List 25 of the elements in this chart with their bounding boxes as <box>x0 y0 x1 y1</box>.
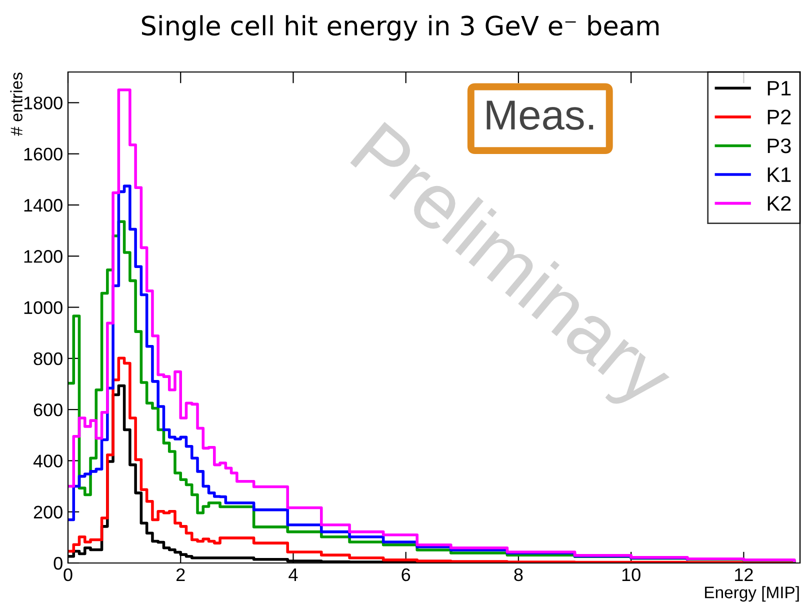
legend-label: P2 <box>768 110 791 124</box>
y-tick-label: 1000 <box>24 301 62 314</box>
legend-label: K1 <box>768 167 791 182</box>
x-tick-label: 12 <box>735 568 753 581</box>
y-tick-label: 0 <box>54 556 62 570</box>
y-tick-label: 1600 <box>24 148 62 161</box>
y-tick-label: 1200 <box>24 250 62 263</box>
legend-label: P1 <box>768 81 791 96</box>
chart-title: Single cell hit energy in 3 GeV e⁻ beam <box>142 15 659 41</box>
y-tick-label: 1800 <box>24 96 62 110</box>
y-tick-label: 600 <box>34 403 62 416</box>
y-tick-label: 400 <box>33 454 62 468</box>
y-axis-title: # entries <box>10 72 22 136</box>
x-tick-label: 6 <box>402 568 410 582</box>
legend-label: P3 <box>768 138 791 154</box>
y-tick-label: 1400 <box>24 198 62 212</box>
legend-label: K2 <box>768 196 791 211</box>
x-tick-label: 8 <box>514 568 523 582</box>
x-axis-title: Energy [MIP] <box>705 586 799 602</box>
y-tick-label: 800 <box>34 352 62 366</box>
x-tick-label: 0 <box>64 568 72 582</box>
y-tick-label: 200 <box>34 506 62 519</box>
x-tick-label: 10 <box>622 568 640 582</box>
x-tick-label: 4 <box>288 568 298 581</box>
x-tick-label: 2 <box>176 568 185 581</box>
